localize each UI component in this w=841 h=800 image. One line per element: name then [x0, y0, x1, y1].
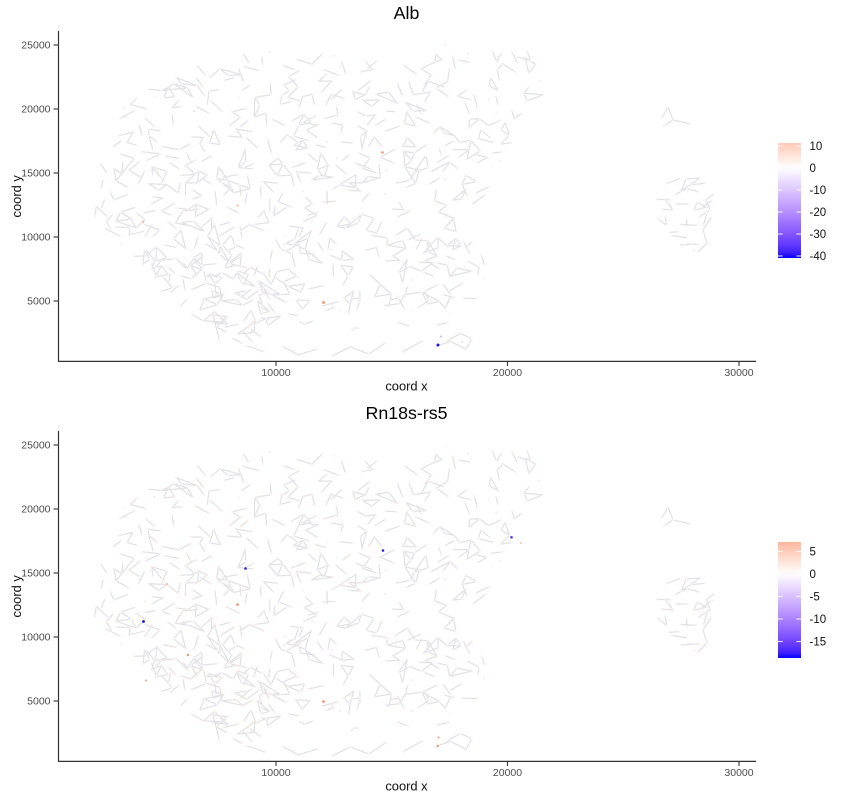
- svg-text:Alb: Alb: [394, 3, 420, 23]
- svg-text:25000: 25000: [21, 440, 50, 452]
- svg-text:10000: 10000: [21, 232, 50, 244]
- svg-text:20000: 20000: [21, 504, 50, 516]
- svg-text:-40: -40: [810, 251, 827, 263]
- svg-text:-30: -30: [810, 229, 827, 241]
- svg-text:5: 5: [810, 547, 816, 559]
- svg-text:coord y: coord y: [9, 575, 24, 618]
- svg-text:10000: 10000: [261, 367, 290, 379]
- svg-text:0: 0: [810, 163, 816, 175]
- svg-text:15000: 15000: [21, 568, 50, 580]
- svg-text:10000: 10000: [21, 632, 50, 644]
- svg-text:coord x: coord x: [385, 379, 428, 394]
- svg-text:5000: 5000: [27, 296, 51, 308]
- svg-text:25000: 25000: [21, 40, 50, 52]
- svg-text:Rn18s-rs5: Rn18s-rs5: [365, 403, 447, 423]
- svg-text:30000: 30000: [724, 367, 753, 379]
- svg-text:-5: -5: [810, 592, 820, 604]
- svg-text:10000: 10000: [261, 767, 290, 779]
- svg-text:30000: 30000: [724, 767, 753, 779]
- svg-text:20000: 20000: [21, 104, 50, 116]
- svg-text:5000: 5000: [27, 696, 51, 708]
- svg-text:10: 10: [810, 141, 823, 153]
- svg-text:20000: 20000: [493, 367, 522, 379]
- svg-text:0: 0: [810, 569, 816, 581]
- svg-text:-10: -10: [810, 185, 827, 197]
- svg-text:20000: 20000: [493, 767, 522, 779]
- svg-text:15000: 15000: [21, 168, 50, 180]
- svg-text:coord x: coord x: [385, 779, 428, 794]
- svg-text:-20: -20: [810, 207, 827, 219]
- svg-text:-10: -10: [810, 614, 827, 626]
- svg-text:coord y: coord y: [9, 175, 24, 218]
- svg-text:-15: -15: [810, 637, 827, 649]
